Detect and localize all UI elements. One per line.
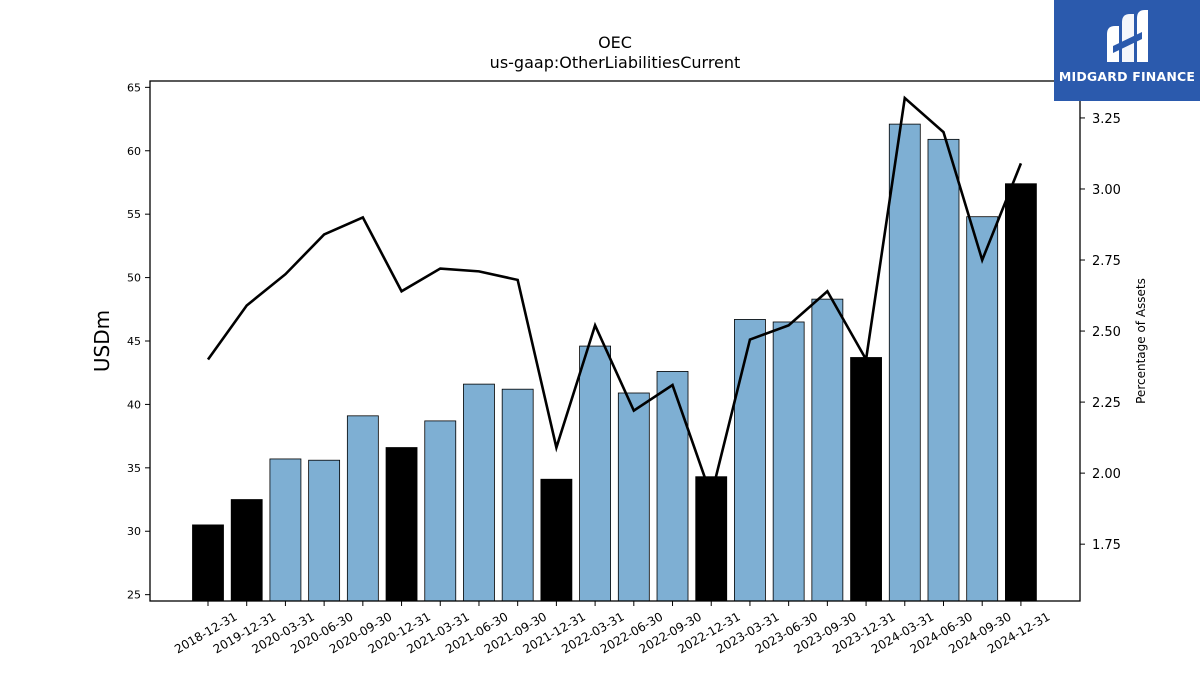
bar-2022-09-30 xyxy=(656,371,689,602)
bar-2020-12-31 xyxy=(385,447,418,602)
bar-2024-09-30 xyxy=(966,216,999,602)
y2-tick-label: 2.25 xyxy=(1092,396,1121,411)
left-axis: 25 30 35 40 45 50 55 60 65 xyxy=(127,81,150,602)
bar-2020-06-30 xyxy=(308,459,341,602)
y-tick-label: 55 xyxy=(127,208,141,221)
y2-tick-label: 3.25 xyxy=(1092,112,1121,127)
bar-group xyxy=(192,123,1037,602)
bar-2021-06-30 xyxy=(463,383,495,602)
chart-subtitle: us-gaap:OtherLiabilitiesCurrent xyxy=(490,53,741,72)
y-tick-label: 65 xyxy=(127,81,141,94)
y2-tick-label: 1.75 xyxy=(1092,538,1121,553)
bar-2022-03-31 xyxy=(579,345,611,602)
bar-2022-06-30 xyxy=(617,392,650,602)
y2-tick-label: 2.00 xyxy=(1092,467,1121,482)
line-group xyxy=(206,95,1023,501)
chart-title: OEC xyxy=(598,33,632,52)
bar-2023-09-30 xyxy=(811,298,844,602)
y-tick-label: 60 xyxy=(127,145,141,158)
right-axis: 1.75 2.00 2.25 2.50 2.75 3.00 3.25 xyxy=(1080,112,1121,553)
bar-2023-06-30 xyxy=(772,321,805,602)
logo-text: MIDGARD FINANCE xyxy=(1058,69,1196,84)
y2-tick-label: 2.50 xyxy=(1092,325,1121,340)
y-axis-label: USDm xyxy=(90,310,114,372)
y-tick-label: 50 xyxy=(127,272,141,285)
x-axis: 2018-12-312019-12-312020-03-312020-06-30… xyxy=(172,601,1052,656)
y-tick-label: 45 xyxy=(127,335,141,348)
percentage-line xyxy=(206,95,1023,501)
bar-2024-12-31 xyxy=(1005,183,1037,602)
bar-2020-03-31 xyxy=(269,458,302,602)
bar-2019-12-31 xyxy=(230,499,263,602)
y-tick-label: 30 xyxy=(127,525,141,538)
bar-2021-09-30 xyxy=(501,388,534,602)
y2-axis-label: Percentage of Assets xyxy=(1134,278,1148,404)
bar-2024-03-31 xyxy=(888,123,921,602)
bar-2021-12-31 xyxy=(540,478,573,602)
bar-2020-09-30 xyxy=(346,415,379,602)
bar-2018-12-31 xyxy=(192,524,224,602)
brand-logo: MIDGARD FINANCE xyxy=(1054,0,1200,101)
bar-2024-06-30 xyxy=(927,138,960,602)
bar-2021-03-31 xyxy=(424,420,457,602)
midgard-logo-icon xyxy=(1107,10,1148,62)
y-tick-label: 40 xyxy=(127,398,141,411)
y-tick-label: 25 xyxy=(127,589,141,602)
y-tick-label: 35 xyxy=(127,462,141,475)
bar-2023-03-31 xyxy=(734,319,766,602)
bar-2023-12-31 xyxy=(850,357,882,602)
y2-tick-label: 2.75 xyxy=(1092,254,1121,269)
y2-tick-label: 3.00 xyxy=(1092,183,1121,198)
